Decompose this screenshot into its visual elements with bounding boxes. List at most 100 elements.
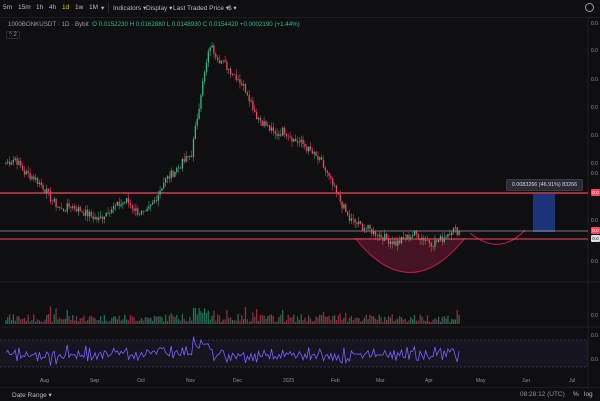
volume-bar	[259, 314, 262, 324]
candle-body	[267, 125, 269, 126]
candle-body	[168, 176, 171, 179]
interval-15m[interactable]: 15m	[18, 4, 31, 11]
x-tick-label: Jul	[569, 378, 575, 384]
volume-bar	[363, 317, 366, 324]
x-tick-label: Dec	[233, 378, 242, 384]
candle-body	[114, 205, 117, 206]
candle-body	[285, 133, 288, 136]
candle-body	[244, 84, 247, 93]
volume-bar	[88, 316, 91, 324]
candle-body	[85, 209, 87, 216]
price-type-button[interactable]: Last Traded Price ▾	[173, 5, 230, 12]
candle-body	[226, 62, 228, 70]
interval-1w[interactable]: 1w	[75, 4, 84, 11]
volume-bar	[122, 319, 124, 324]
candle-body	[406, 234, 408, 240]
volume-bar	[94, 318, 96, 324]
percent-toggle[interactable]: %	[573, 391, 579, 398]
candle-body	[419, 239, 421, 240]
candle-body	[207, 51, 210, 63]
candle-body	[391, 241, 393, 245]
volume-bar	[319, 314, 321, 324]
gear-icon[interactable]	[585, 3, 594, 12]
volume-bar	[42, 321, 44, 324]
cup-pattern-outline	[354, 237, 466, 273]
candle-body	[385, 233, 388, 239]
candle-body	[46, 188, 48, 194]
candle-body	[402, 237, 405, 239]
y-tick: 0.0	[591, 77, 598, 83]
candle-body	[64, 211, 67, 212]
volume-bar	[172, 315, 174, 324]
volume-bar	[120, 320, 122, 324]
candle-body	[224, 60, 226, 63]
interval-1h[interactable]: 1h	[36, 4, 44, 11]
volume-bar	[70, 319, 72, 324]
volume-bar	[27, 314, 29, 324]
candle-body	[202, 81, 204, 96]
log-toggle[interactable]: log	[584, 391, 593, 398]
volume-bar	[112, 316, 115, 324]
candle-body	[18, 160, 20, 165]
volume-bar	[254, 316, 256, 324]
volume-bar	[20, 319, 22, 324]
candle-body	[339, 194, 341, 202]
display-button[interactable]: Display ▾	[146, 5, 173, 12]
volume-bar	[432, 319, 434, 324]
volume-bar	[200, 311, 202, 324]
x-tick-label: Feb	[331, 378, 340, 384]
indicators-button[interactable]: Indicators ▾	[113, 5, 147, 12]
candle-body	[124, 202, 126, 203]
candle-body	[150, 204, 152, 207]
candle-body	[144, 211, 146, 212]
volume-bar	[75, 316, 78, 324]
volume-bar	[148, 317, 150, 324]
y-tick: 0.0	[591, 21, 598, 27]
volume-bar	[411, 319, 414, 324]
candle-body	[179, 167, 182, 169]
volume-bar	[77, 321, 80, 324]
interval-5m[interactable]: 5m	[3, 4, 13, 11]
candle-body	[413, 230, 416, 236]
price-chart[interactable]: Aug Sep Oct Nov Dec 2025 Feb Mar Apr May Jun Jul 0.…	[0, 17, 600, 387]
dollar-icon[interactable]: $ ▾	[228, 5, 237, 12]
candle-body	[443, 237, 445, 243]
date-range-button[interactable]: Date Range ▾	[12, 392, 52, 399]
candle-body	[205, 62, 208, 72]
chevron-down-icon[interactable]: ▾	[101, 5, 105, 12]
volume-bar	[168, 315, 171, 324]
candle-body	[434, 240, 436, 248]
volume-bar	[248, 321, 250, 324]
candle-body	[189, 155, 191, 157]
candle-body	[252, 100, 254, 111]
candle-body	[346, 211, 349, 215]
candle-body	[183, 158, 185, 162]
volume-bar	[376, 320, 379, 324]
volume-bar	[161, 316, 163, 324]
candle-body	[177, 167, 180, 169]
volume-bar	[330, 319, 332, 324]
volume-bar	[285, 320, 288, 324]
interval-1d[interactable]: 1d	[62, 4, 70, 11]
candle-body	[454, 227, 457, 228]
volume-bar	[213, 310, 215, 324]
collapse-button[interactable]: ^ 2	[6, 31, 20, 39]
volume-bar	[83, 315, 85, 324]
candle-body	[293, 138, 295, 142]
candle-body	[400, 237, 403, 244]
volume-bar	[359, 321, 362, 324]
volume-bar	[246, 319, 249, 324]
volume-bar	[190, 320, 193, 324]
interval-1m[interactable]: 1M	[89, 4, 99, 11]
volume-bar	[228, 318, 230, 324]
interval-4h[interactable]: 4h	[49, 4, 57, 11]
candle-body	[341, 201, 343, 209]
volume-bar	[99, 316, 102, 324]
volume-bar	[16, 316, 18, 324]
volume-bar	[205, 312, 208, 324]
volume-bar	[287, 314, 289, 324]
volume-bar	[398, 315, 401, 324]
volume-bar	[419, 314, 421, 324]
candle-body	[62, 208, 65, 212]
candle-body	[248, 95, 250, 102]
